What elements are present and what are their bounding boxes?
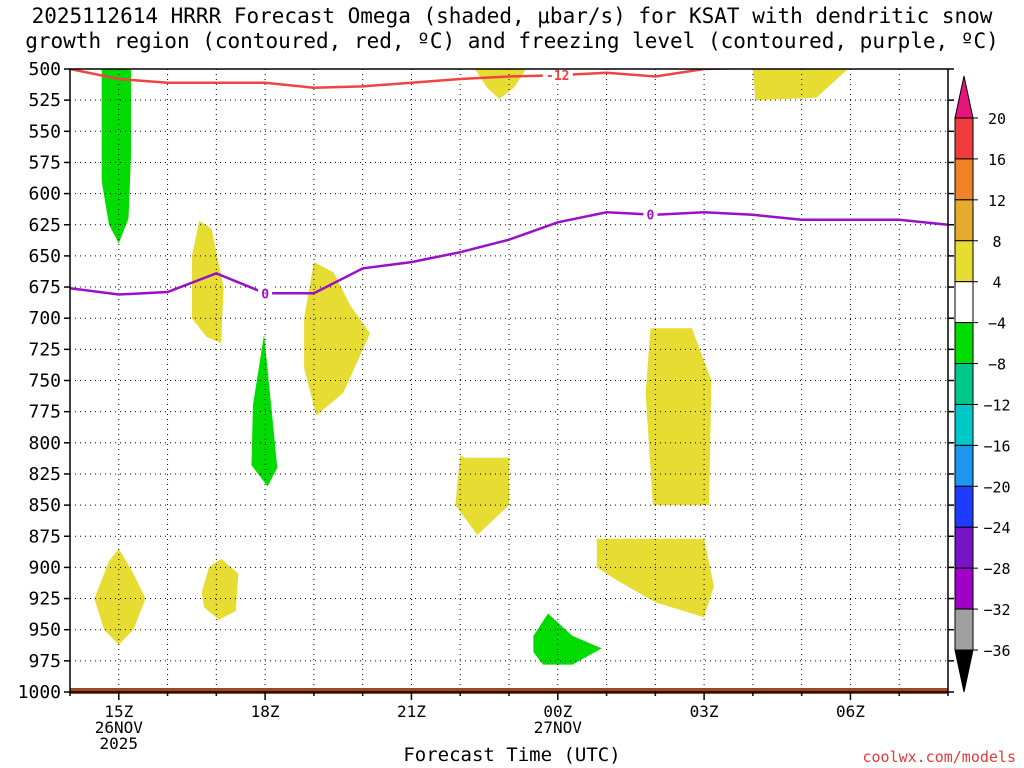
colorbar-band-9 — [954, 485, 974, 528]
dgz-contour-line — [70, 69, 753, 89]
colorbar-label-8: −16 — [983, 437, 1010, 455]
colorbar-label-0: 20 — [988, 110, 1006, 128]
y-tick-label-950: 950 — [28, 620, 61, 641]
omega-region-2 — [533, 613, 602, 665]
x-tick-label-24-0: 00Z — [543, 702, 572, 721]
colorbar-label-6: −8 — [988, 356, 1006, 374]
colorbar-label-13: −36 — [983, 642, 1010, 660]
x-tick-label-15-0: 15Z — [104, 702, 133, 721]
y-tick-label-525: 525 — [28, 90, 61, 111]
omega-region-8 — [201, 558, 239, 620]
y-tick-label-850: 850 — [28, 495, 61, 516]
y-tick-label-925: 925 — [28, 589, 61, 610]
y-tick-label-775: 775 — [28, 402, 61, 423]
colorbar-label-5: −4 — [988, 315, 1006, 333]
colorbar-band-8 — [954, 444, 974, 487]
freezing-level-label-0: 0 — [261, 287, 269, 302]
colorbar-band-4 — [954, 281, 974, 324]
freezing-level-label-bg-0 — [258, 285, 273, 302]
chart-title-line-2: growth region (contoured, red, ºC) and f… — [25, 29, 999, 53]
site-credit: coolwx.com/models — [862, 748, 1016, 766]
colorbar-band-6 — [954, 363, 974, 405]
y-tick-label-675: 675 — [28, 277, 61, 298]
y-tick-label-750: 750 — [28, 371, 61, 392]
x-tick-label-24-1: 27NOV — [534, 718, 583, 737]
colorbar-label-4: 4 — [992, 274, 1001, 292]
y-tick-label-975: 975 — [28, 651, 61, 672]
colorbar-band-11 — [954, 567, 974, 610]
colorbar-band-12 — [954, 608, 974, 651]
omega-region-3 — [191, 221, 224, 344]
omega-region-11 — [596, 538, 714, 618]
colorbar-label-3: 8 — [992, 233, 1001, 251]
omega-shading-layer — [94, 69, 848, 665]
omega-region-4 — [304, 262, 370, 416]
omega-region-0 — [101, 69, 131, 244]
omega-region-7 — [94, 548, 146, 645]
axes-layer: 500 525 550 575 600 625 650 675 700 725 750 775 800 8… — [18, 59, 954, 753]
omega-region-9 — [455, 455, 509, 535]
y-tick-label-800: 800 — [28, 433, 61, 454]
y-tick-label-625: 625 — [28, 215, 61, 236]
colorbar-label-12: −32 — [983, 601, 1010, 619]
colorbar-band-5 — [954, 322, 974, 365]
colorbar-label-2: 12 — [988, 192, 1006, 210]
freezing-level-label-1: 0 — [647, 209, 655, 224]
x-tick-label-21-0: 21Z — [397, 702, 426, 721]
colorbar-top-arrow — [954, 75, 974, 119]
colorbar-label-10: −24 — [983, 519, 1010, 537]
plot-frame — [69, 68, 949, 693]
y-tick-label-700: 700 — [28, 308, 61, 329]
omega-region-10 — [645, 328, 712, 506]
y-tick-label-725: 725 — [28, 339, 61, 360]
y-tick-label-500: 500 — [28, 59, 61, 80]
y-tick-label-650: 650 — [28, 246, 61, 267]
chart-title-line-1: 2025112614 HRRR Forecast Omega (shaded, … — [31, 4, 993, 28]
omega-region-1 — [251, 334, 278, 487]
colorbar-band-10 — [954, 526, 974, 569]
x-tick-label-30-0: 06Z — [836, 702, 865, 721]
colorbar-band-0 — [954, 117, 974, 160]
colorbar-band-7 — [954, 403, 974, 446]
y-tick-label-1000: 1000 — [18, 682, 61, 703]
contour-layer: -12 0 0 — [70, 69, 948, 302]
colorbar-label-1: 16 — [988, 151, 1006, 169]
freezing-level-label-bg-1 — [643, 206, 658, 223]
colorbar-bottom-arrow — [954, 649, 974, 693]
x-axis-label: Forecast Time (UTC) — [403, 744, 621, 766]
dgz-contour-label-0: -12 — [546, 69, 569, 84]
freezing-level-line — [70, 211, 948, 296]
colorbar-label-9: −20 — [983, 478, 1010, 496]
colorbar-label-7: −12 — [983, 396, 1010, 414]
y-tick-label-900: 900 — [28, 557, 61, 578]
x-tick-label-18-0: 18Z — [251, 702, 280, 721]
x-tick-label-27-0: 03Z — [690, 702, 719, 721]
x-tick-label-15-1: 26NOV — [95, 718, 144, 737]
colorbar-band-3 — [954, 240, 974, 283]
grid-layer — [70, 69, 948, 692]
y-tick-label-825: 825 — [28, 464, 61, 485]
y-tick-label-575: 575 — [28, 152, 61, 173]
dgz-contour-label-bg-0 — [542, 69, 573, 84]
omega-region-5 — [474, 69, 527, 99]
y-tick-label-550: 550 — [28, 121, 61, 142]
colorbar-label-11: −28 — [983, 560, 1010, 578]
y-tick-label-875: 875 — [28, 526, 61, 547]
colorbar-band-1 — [954, 158, 974, 201]
omega-region-6 — [752, 69, 848, 101]
x-tick-label-15-2: 2025 — [100, 734, 139, 753]
surface-strip — [70, 688, 948, 694]
y-tick-label-600: 600 — [28, 184, 61, 205]
colorbar: 20 16 12 8 4 −4 −8 −12 −16 −20 −24 −28 −32 −36 — [954, 75, 1011, 693]
colorbar-band-2 — [954, 199, 974, 242]
